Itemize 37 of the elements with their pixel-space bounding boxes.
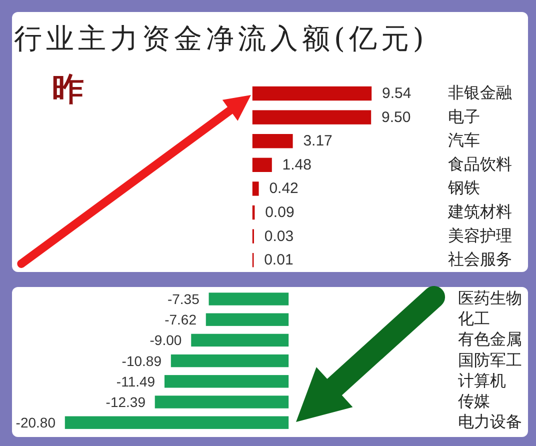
data-label: 0.42 (269, 180, 298, 198)
bar (252, 158, 272, 172)
data-label: 1.48 (282, 156, 312, 174)
bar (252, 86, 372, 101)
data-label: 3.17 (303, 132, 332, 150)
y-tick-label: 钢铁 (447, 180, 480, 198)
y-tick-label: 有色金属 (458, 332, 522, 349)
data-label: -9.00 (150, 332, 182, 348)
y-tick-label: 计算机 (458, 372, 506, 390)
data-label: -11.49 (116, 373, 156, 390)
text: 昨 (52, 71, 84, 107)
data-label: -7.35 (167, 291, 200, 307)
y-tick-label: 非银金融 (448, 84, 512, 102)
y-tick-label: 汽车 (448, 132, 480, 150)
y-tick-label: 食品饮料 (448, 155, 512, 174)
bar (252, 182, 259, 196)
y-tick-label: 建筑材料 (447, 203, 512, 221)
data-label: -7.62 (164, 312, 197, 328)
y-tick-label: 传媒 (458, 394, 490, 410)
y-tick-label: 国防军工 (458, 351, 522, 370)
chart-title: 行业主力资金净流入额(亿元) (14, 22, 428, 55)
y-tick-label: 美容护理 (448, 226, 512, 245)
data-label: 0.09 (265, 204, 294, 221)
bar (252, 134, 293, 148)
bar (252, 110, 372, 124)
data-label: 9.54 (382, 85, 412, 102)
y-tick-label: 化工 (458, 311, 490, 328)
data-label: -20.80 (16, 414, 56, 431)
y-tick-label: 社会服务 (448, 250, 512, 269)
y-tick-label: 电子 (448, 108, 480, 126)
data-label: -10.89 (122, 352, 162, 369)
data-label: 0.01 (264, 252, 294, 269)
data-label: -12.39 (106, 394, 146, 410)
y-tick-label: 电力设备 (458, 413, 522, 432)
data-label: 9.50 (382, 108, 411, 126)
data-label: 0.03 (264, 228, 294, 245)
y-tick-label: 医药生物 (458, 290, 522, 308)
